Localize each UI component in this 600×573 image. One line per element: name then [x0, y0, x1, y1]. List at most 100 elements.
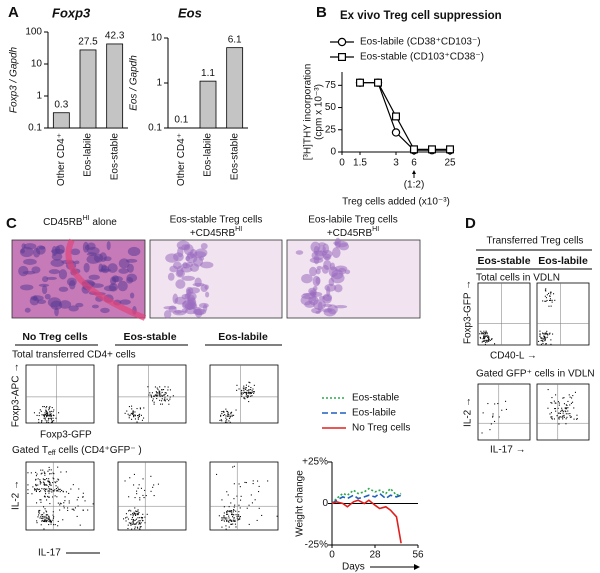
flow-dot	[142, 494, 144, 496]
flow-dot	[49, 482, 51, 484]
text: +CD45RB	[190, 228, 236, 239]
flow-dot	[240, 499, 242, 501]
flow-dot	[231, 513, 233, 515]
flow-dot	[229, 421, 231, 423]
flow-dot	[137, 415, 139, 417]
y-axis-label: [³H]THY incorporation	[303, 64, 314, 161]
flow-dot	[46, 406, 48, 408]
flow-dot	[40, 410, 42, 412]
flow-dot	[227, 413, 229, 415]
flow-dot	[76, 499, 78, 501]
flow-dot	[486, 339, 488, 341]
tissue-blob	[326, 285, 331, 297]
flow-dot	[49, 490, 51, 492]
tissue-blob	[86, 252, 97, 256]
flow-dot	[40, 473, 42, 475]
flow-dot	[246, 507, 248, 509]
histology-title: Eos-labile Treg cells	[308, 215, 397, 226]
flow-dot	[154, 394, 156, 396]
flow-dot	[550, 339, 552, 341]
tissue-blob	[334, 305, 348, 309]
flow-dot	[486, 335, 488, 337]
flow-dot	[46, 412, 48, 414]
flow-dot	[141, 419, 143, 421]
flow-dot	[224, 517, 226, 519]
panel-label: C	[6, 215, 17, 232]
flow-dot	[137, 418, 139, 420]
flow-dot	[159, 386, 161, 388]
flow-dot	[27, 489, 29, 491]
flow-dot	[554, 408, 556, 410]
flow-dot	[546, 333, 548, 335]
flow-dot	[542, 333, 544, 335]
flow-dot	[52, 482, 54, 484]
flow-dot	[562, 409, 564, 411]
tissue-blob	[38, 283, 50, 287]
flow-dot	[494, 420, 496, 422]
flow-dot	[132, 411, 134, 413]
flow-dot	[483, 337, 485, 339]
flow-dot	[142, 478, 144, 480]
flow-dot	[551, 301, 553, 303]
flow-dot	[156, 395, 158, 397]
flow-dot	[143, 497, 145, 499]
flow-plot	[209, 461, 279, 531]
flow-dot	[43, 517, 45, 519]
plot-frame	[477, 282, 531, 346]
flow-dot	[228, 521, 230, 523]
flow-dot	[131, 408, 133, 410]
flow-dot	[138, 414, 140, 416]
marker	[356, 78, 365, 87]
flow-dot	[40, 516, 42, 518]
flow-dot	[59, 488, 61, 490]
flow-dot	[53, 478, 55, 480]
flow-dot	[232, 511, 234, 513]
flow-dot	[48, 486, 50, 488]
flow-dot	[569, 413, 571, 415]
flow-dot	[135, 518, 137, 520]
flow-dot	[131, 528, 133, 530]
flow-dot	[38, 415, 40, 417]
flow-dot	[253, 391, 255, 393]
flow-dot	[227, 412, 229, 414]
flow-dot	[238, 515, 240, 517]
flow-dot	[221, 420, 223, 422]
flow-dot	[554, 299, 556, 301]
flow-dot	[557, 401, 559, 403]
flow-dot	[239, 516, 241, 518]
panel-label: D	[465, 215, 476, 232]
flow-dot	[239, 517, 241, 519]
flow-dot	[226, 520, 228, 522]
flow-dot	[569, 396, 571, 398]
flow-dot	[45, 410, 47, 412]
histology-title: Eos-stable Treg cells	[170, 215, 263, 226]
flow-dot	[233, 509, 235, 511]
flow-dot	[39, 491, 41, 493]
flow-dot	[134, 526, 136, 528]
flow-dot	[45, 516, 47, 518]
flow-dot	[487, 335, 489, 337]
flow-dot	[52, 477, 54, 479]
flow-dot	[52, 519, 54, 521]
flow-dot	[479, 336, 481, 338]
histology-image	[149, 239, 283, 319]
flow-dot	[226, 415, 228, 417]
tissue-blob	[47, 297, 62, 308]
flow-dot	[226, 421, 228, 423]
flow-dot	[243, 387, 245, 389]
tissue-blob	[312, 286, 318, 291]
flow-dot	[48, 415, 50, 417]
flow-dot	[486, 333, 488, 335]
tissue-blob	[42, 276, 49, 283]
column-header: No Treg cells	[22, 331, 88, 343]
flow-dot	[160, 403, 162, 405]
flow-dot	[565, 408, 567, 410]
axis-label: Foxp3-GFP →	[463, 280, 474, 344]
flow-dot	[37, 488, 39, 490]
plot-frame	[25, 364, 95, 424]
flow-dot	[132, 519, 134, 521]
flow-dot	[46, 421, 48, 423]
flow-dot	[139, 499, 141, 501]
flow-dot	[158, 392, 160, 394]
